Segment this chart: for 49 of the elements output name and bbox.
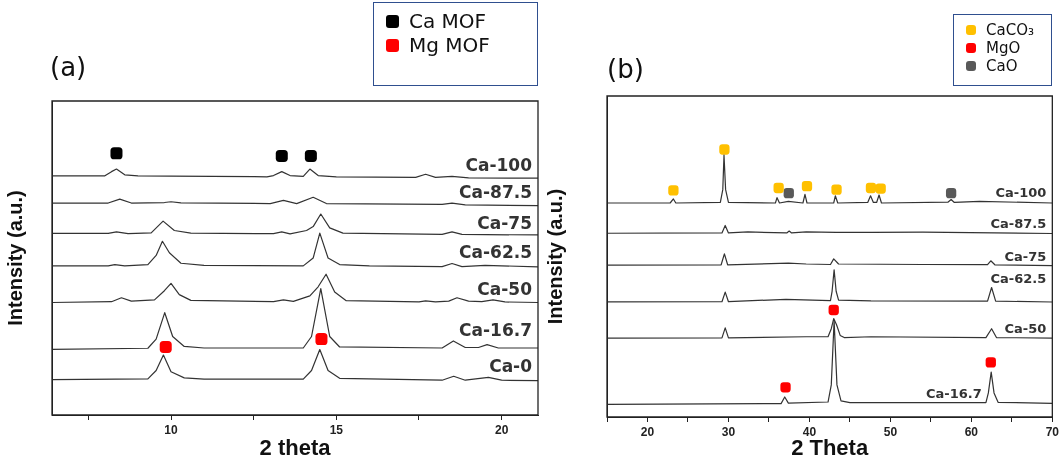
legend-label: MgO bbox=[986, 39, 1021, 57]
series-label: Ca-75 bbox=[1004, 248, 1047, 264]
point bbox=[780, 382, 791, 393]
y-axis-title: Intensity (a.u.) bbox=[543, 188, 566, 325]
x-tick-label: 70 bbox=[1045, 424, 1060, 439]
series-label: Ca-62.5 bbox=[990, 271, 1047, 287]
series-label: Ca-87.5 bbox=[459, 181, 532, 202]
series-label: Ca-100 bbox=[465, 155, 533, 176]
x-tick-label: 15 bbox=[329, 422, 344, 437]
point bbox=[875, 183, 886, 194]
series-label: Ca-62.5 bbox=[459, 242, 532, 263]
series-label: Ca-100 bbox=[995, 185, 1047, 201]
point bbox=[315, 333, 328, 346]
series-label: Ca-50 bbox=[477, 278, 533, 299]
x-tick-label: 60 bbox=[964, 424, 979, 439]
legend-label: CaCO₃ bbox=[986, 21, 1035, 39]
point bbox=[865, 182, 877, 194]
x-axis-title: 2 theta bbox=[259, 434, 332, 460]
point bbox=[668, 185, 679, 196]
legend-label: Mg MOF bbox=[409, 33, 490, 57]
point bbox=[801, 181, 813, 192]
point bbox=[783, 187, 794, 199]
x-tick-label: 40 bbox=[802, 424, 817, 439]
series-label: Ca-0 bbox=[489, 356, 533, 377]
chart-title: (b) bbox=[607, 54, 644, 84]
x-tick-label: 30 bbox=[721, 424, 736, 439]
series-label: Ca-16.7 bbox=[925, 386, 982, 402]
x-tick-label: 20 bbox=[640, 424, 655, 439]
point bbox=[985, 357, 996, 368]
point bbox=[719, 144, 730, 155]
series-label: Ca-75 bbox=[477, 213, 532, 234]
legend-label: Ca MOF bbox=[409, 9, 487, 33]
point bbox=[831, 184, 842, 195]
x-tick-label: 50 bbox=[883, 424, 898, 439]
point bbox=[110, 147, 123, 160]
x-tick-label: 20 bbox=[494, 422, 509, 437]
series-label: Ca-50 bbox=[1004, 321, 1047, 337]
x-tick-label: 10 bbox=[164, 422, 179, 437]
chart-title: (a) bbox=[50, 52, 87, 82]
legend-label: CaO bbox=[986, 57, 1018, 75]
series-label: Ca-16.7 bbox=[459, 319, 532, 340]
point bbox=[945, 187, 957, 199]
y-axis-title: Intensity (a.u.) bbox=[3, 190, 26, 326]
point bbox=[159, 340, 172, 353]
point bbox=[773, 182, 784, 194]
point bbox=[275, 149, 288, 162]
series-label: Ca-87.5 bbox=[990, 216, 1047, 232]
point bbox=[828, 304, 839, 316]
point bbox=[304, 149, 317, 162]
